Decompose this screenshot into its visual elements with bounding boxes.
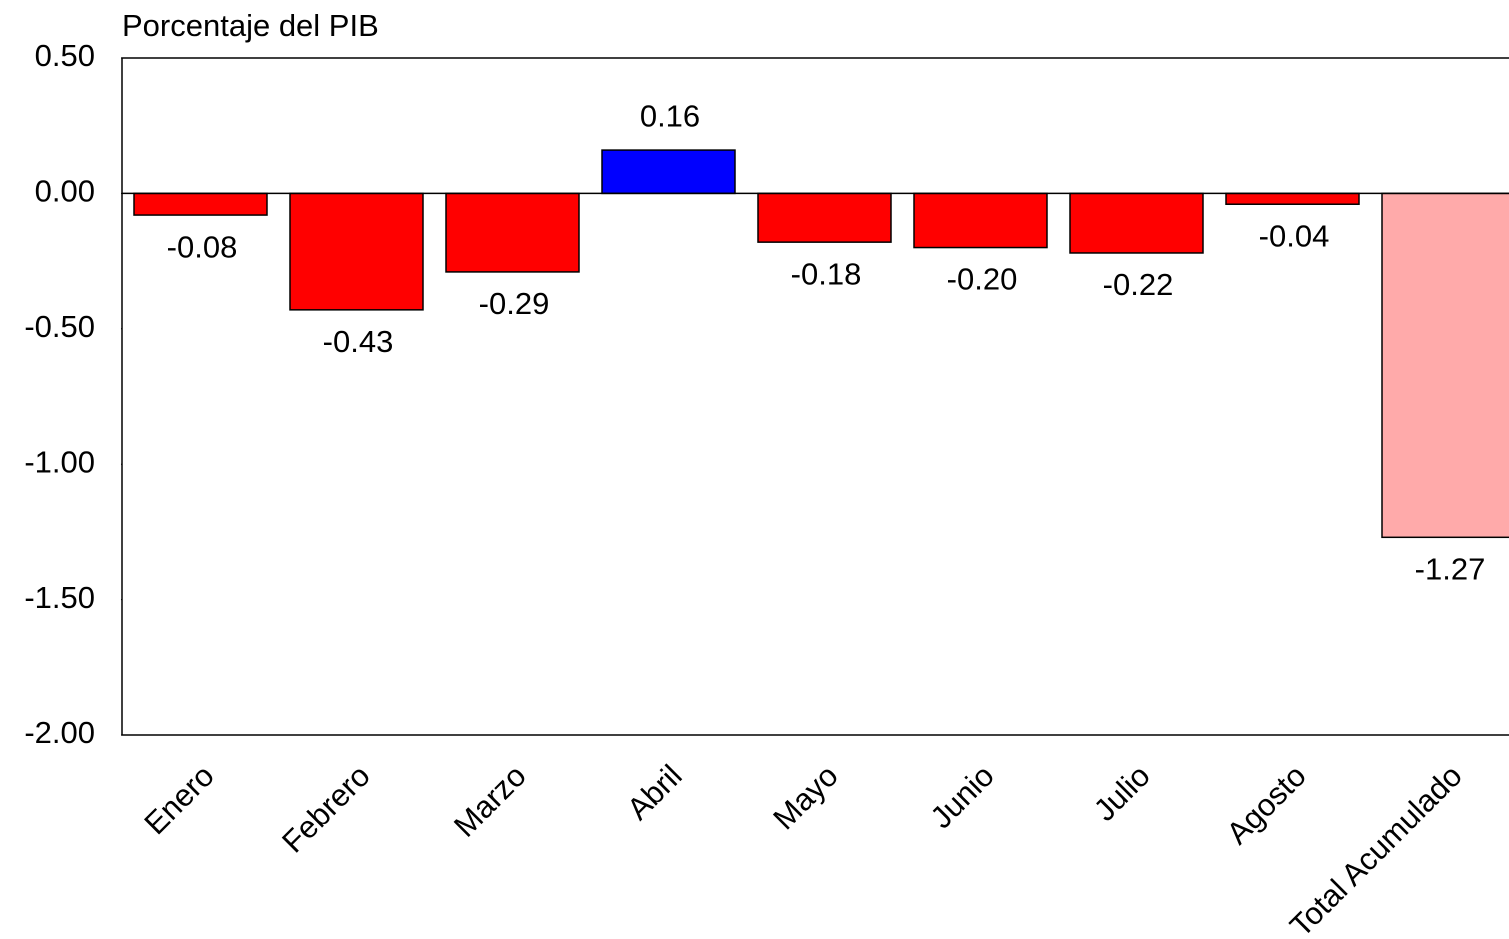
data-label: -0.43 [323, 324, 394, 359]
bar [913, 192, 1048, 249]
x-tick-label: Febrero [275, 758, 377, 860]
y-tick-label: -2.00 [24, 715, 95, 750]
bar [133, 192, 268, 216]
x-tick-label: Marzo [447, 758, 533, 844]
x-tick-label: Mayo [766, 758, 844, 836]
data-label: -1.27 [1415, 552, 1486, 587]
bar [1069, 192, 1204, 254]
x-tick-label: Agosto [1220, 758, 1313, 851]
x-tick-label: Enero [137, 758, 220, 841]
bar [289, 192, 424, 311]
y-tick-label: -1.00 [24, 444, 95, 479]
data-label: -0.22 [1103, 267, 1174, 302]
bar [1381, 192, 1509, 539]
data-label: 0.16 [640, 98, 700, 133]
y-tick-label: 0.00 [35, 174, 95, 209]
data-label: -0.18 [791, 256, 862, 291]
x-tick-label: Total Acumulado [1283, 758, 1469, 939]
y-tick-label: 0.50 [35, 38, 95, 73]
data-label: -0.04 [1259, 218, 1330, 253]
data-label: -0.20 [947, 262, 1018, 297]
bar [445, 192, 580, 273]
x-tick-label: Julio [1087, 758, 1157, 828]
y-tick-label: -1.50 [24, 580, 95, 615]
x-tick-label: Abril [620, 758, 689, 827]
bar [1225, 192, 1360, 205]
bar [601, 149, 736, 195]
y-axis-title: Porcentaje del PIB [122, 8, 379, 43]
data-label: -0.08 [167, 229, 238, 264]
bar [757, 192, 892, 243]
y-tick-label: -0.50 [24, 309, 95, 344]
data-label: -0.29 [479, 286, 550, 321]
plot-frame [121, 57, 1509, 736]
x-tick-label: Junio [924, 758, 1001, 835]
